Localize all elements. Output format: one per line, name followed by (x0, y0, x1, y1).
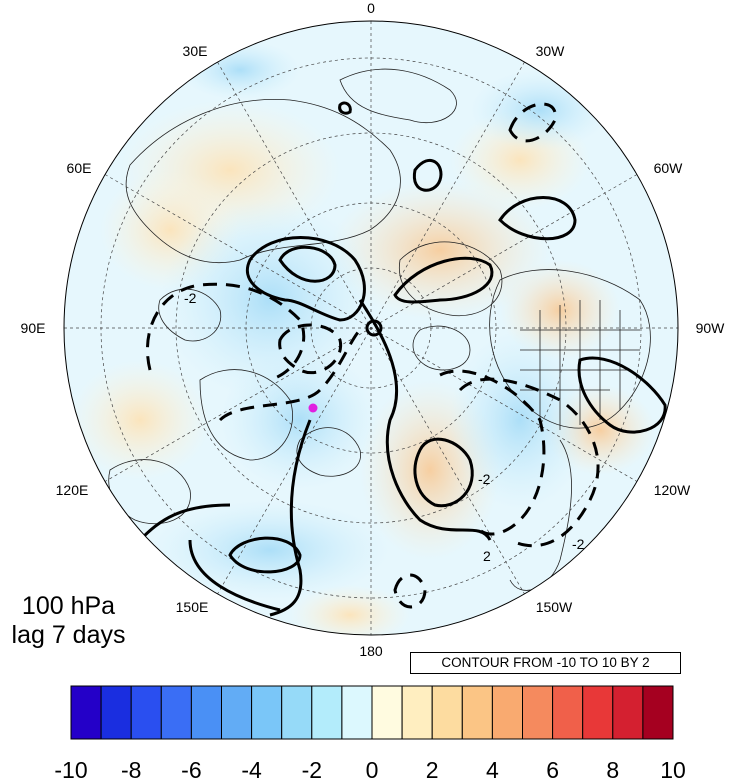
colorbar-swatch (70, 685, 102, 740)
colorbar-tick-label: 8 (606, 757, 619, 779)
colorbar-swatch (612, 685, 644, 740)
lon-label-60w: 60W (654, 160, 684, 176)
colorbar-swatch (552, 685, 584, 740)
colorbar-tick-label: 6 (546, 757, 559, 779)
lon-label-0: 0 (367, 0, 375, 16)
lon-label-30e: 30E (183, 43, 208, 59)
colorbar-tick-label: -4 (241, 757, 262, 779)
colorbar: -10 -8 -6 -4 -2 0 2 4 6 8 10 (54, 685, 686, 779)
colorbar-tick-label: 4 (486, 757, 499, 779)
dashed-contours (145, 102, 600, 609)
colorbar-swatch (190, 685, 222, 740)
lon-label-60e: 60E (67, 160, 92, 176)
colorbar-swatch (281, 685, 313, 740)
colorbar-swatch (642, 685, 674, 740)
colorbar-swatch (341, 685, 373, 740)
colorbar-tick-label: 0 (366, 757, 379, 779)
lon-label-90w: 90W (696, 320, 726, 336)
lon-label-120e: 120E (56, 482, 89, 498)
lon-label-30w: 30W (536, 43, 566, 59)
contour-info-box: CONTOUR FROM -10 TO 10 BY 2 (410, 652, 681, 674)
contour-label: 2 (483, 548, 491, 564)
colorbar-swatch (371, 685, 403, 740)
coastlines (108, 68, 651, 591)
colorbar-swatch (100, 685, 132, 740)
colorbar-tick-label: 2 (426, 757, 439, 779)
colorbar-swatch (491, 685, 523, 740)
graticule (64, 21, 678, 635)
colorbar-swatch (401, 685, 433, 740)
colorbar-swatch (522, 685, 554, 740)
location-marker (308, 403, 318, 413)
colorbar-swatch (582, 685, 614, 740)
colorbar-swatch (160, 685, 192, 740)
colorbar-tick-label: -6 (181, 757, 201, 779)
colorbar-tick-label: -2 (302, 757, 322, 779)
contour-label: -2 (184, 290, 197, 306)
colorbar-swatch (221, 685, 253, 740)
contour-label: -2 (572, 536, 585, 552)
colorbar-swatch (311, 685, 343, 740)
pressure-level-label: 100 hPa (21, 592, 116, 620)
lon-label-120w: 120W (654, 482, 691, 498)
colorbar-swatch (431, 685, 463, 740)
lon-label-150e: 150E (176, 599, 209, 615)
map-border (63, 20, 679, 636)
colorbar-swatch (251, 685, 283, 740)
lag-label: lag 7 days (11, 621, 126, 649)
lon-label-90e: 90E (21, 320, 46, 336)
colorbar-tick-label: -10 (54, 757, 87, 779)
lon-label-180: 180 (359, 643, 383, 659)
colorbar-swatch (130, 685, 162, 740)
colorbar-tick-label: -8 (121, 757, 141, 779)
colorbar-tick-label: 10 (660, 757, 686, 779)
lon-label-150w: 150W (536, 599, 573, 615)
colorbar-swatch (461, 685, 493, 740)
solid-contours (138, 101, 667, 617)
contour-label: -2 (478, 471, 491, 487)
